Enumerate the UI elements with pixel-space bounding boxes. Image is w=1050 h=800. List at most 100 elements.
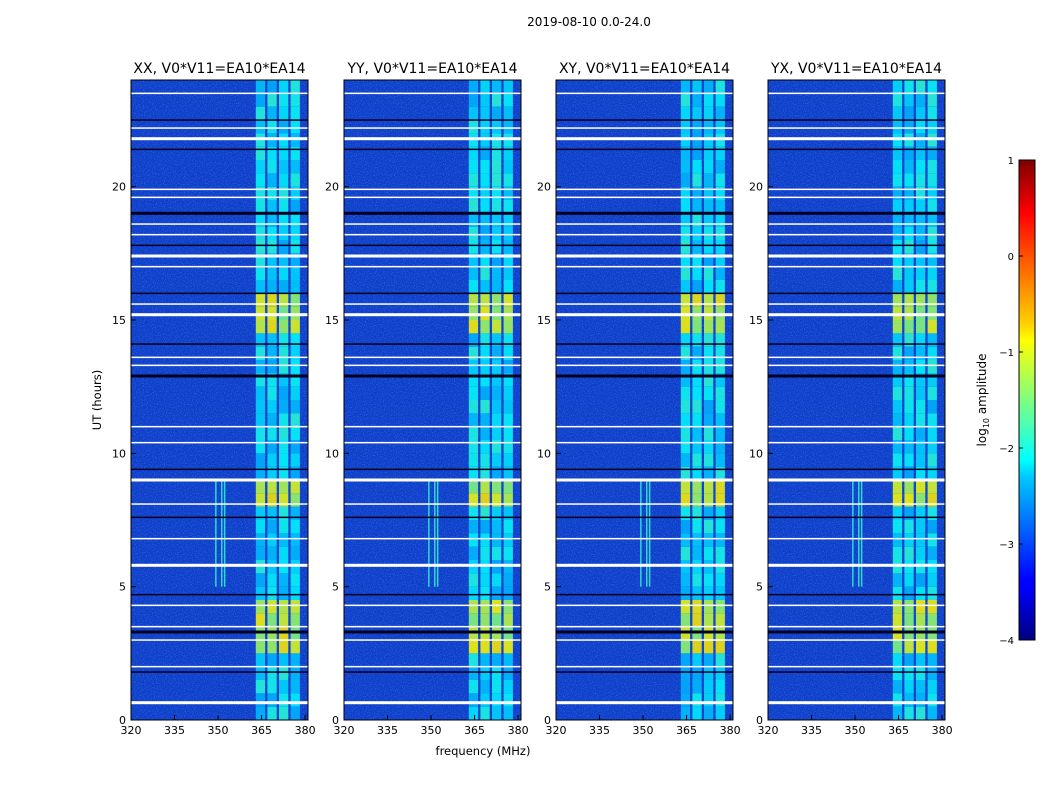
emission-cell — [715, 320, 725, 334]
emission-cell — [290, 120, 300, 134]
emission-cell — [468, 106, 479, 120]
emission-cell — [503, 453, 513, 467]
emission-cell — [692, 533, 702, 547]
emission-cell — [290, 613, 300, 627]
flagged-row — [131, 196, 308, 199]
emission-cell — [892, 706, 903, 720]
flagged-row — [556, 701, 733, 705]
emission-cell — [715, 280, 725, 294]
emission-cell — [480, 520, 490, 534]
emission-cell — [279, 226, 289, 240]
flagged-row — [344, 468, 521, 471]
emission-cell — [904, 520, 914, 534]
emission-cell — [503, 480, 513, 494]
flagged-row — [768, 233, 945, 236]
emission-cell — [892, 106, 903, 120]
emission-cell — [904, 186, 914, 200]
emission-cell — [279, 506, 289, 520]
emission-cell — [904, 266, 914, 280]
flagged-row — [131, 343, 308, 345]
flagged-row — [556, 625, 733, 628]
emission-cell — [927, 333, 937, 347]
emission-cell — [704, 346, 714, 360]
emission-cell — [255, 80, 266, 94]
emission-cell — [468, 240, 479, 254]
emission-cell — [267, 93, 277, 107]
emission-cell — [290, 506, 300, 520]
emission-cell — [904, 400, 914, 414]
y-tick-label: 0 — [756, 714, 763, 727]
emission-cell — [290, 373, 300, 387]
emission-cell — [290, 293, 300, 307]
emission-cell — [468, 293, 479, 307]
emission-cell — [680, 466, 691, 480]
emission-cell — [916, 200, 926, 214]
emission-cell — [267, 666, 277, 680]
emission-cell — [692, 240, 702, 254]
emission-cell — [492, 546, 502, 560]
emission-cell — [267, 653, 277, 667]
emission-cell — [480, 426, 490, 440]
emission-cell — [503, 520, 513, 534]
emission-cell — [492, 706, 502, 720]
emission-cell — [503, 93, 513, 107]
emission-cell — [892, 600, 903, 614]
emission-cell — [916, 106, 926, 120]
emission-cell — [892, 586, 903, 600]
emission-cell — [468, 600, 479, 614]
y-tick-label: 10 — [112, 447, 126, 460]
emission-cell — [503, 546, 513, 560]
emission-cell — [480, 666, 490, 680]
x-tick-label: 380 — [508, 724, 529, 737]
emission-cell — [480, 266, 490, 280]
rfi-spike — [434, 480, 436, 587]
emission-cell — [715, 386, 725, 400]
emission-cell — [892, 346, 903, 360]
emission-cell — [927, 480, 937, 494]
emission-cell — [290, 173, 300, 187]
emission-cell — [503, 80, 513, 94]
flagged-row — [768, 292, 945, 295]
emission-cell — [704, 506, 714, 520]
x-tick-label: 365 — [464, 724, 485, 737]
emission-cell — [680, 613, 691, 627]
emission-cell — [892, 293, 903, 307]
emission-cell — [267, 186, 277, 200]
emission-cell — [290, 360, 300, 374]
colorbar-tick-label: 0 — [1008, 252, 1014, 263]
emission-cell — [279, 600, 289, 614]
emission-cell — [680, 666, 691, 680]
emission-cell — [704, 146, 714, 160]
flagged-row — [556, 671, 733, 673]
emission-cell — [927, 640, 937, 654]
emission-cell — [255, 120, 266, 134]
emission-cell — [916, 706, 926, 720]
emission-cell — [503, 240, 513, 254]
emission-cell — [715, 266, 725, 280]
emission-cell — [715, 373, 725, 387]
flagged-row — [768, 148, 945, 151]
emission-cell — [492, 493, 502, 507]
emission-cell — [680, 346, 691, 360]
emission-cell — [680, 93, 691, 107]
emission-cell — [904, 533, 914, 547]
flagged-row — [768, 604, 945, 607]
emission-cell — [692, 93, 702, 107]
emission-cell — [492, 453, 502, 467]
flagged-row — [344, 233, 521, 236]
flagged-row — [768, 127, 945, 129]
emission-cell — [692, 266, 702, 280]
emission-cell — [904, 426, 914, 440]
emission-cell — [904, 666, 914, 680]
emission-cell — [927, 373, 937, 387]
emission-cell — [715, 706, 725, 720]
emission-cell — [680, 520, 691, 534]
emission-cell — [916, 93, 926, 107]
emission-cell — [715, 426, 725, 440]
emission-cell — [468, 80, 479, 94]
flagged-row — [344, 630, 521, 634]
emission-cell — [267, 266, 277, 280]
flagged-row — [768, 374, 945, 378]
flagged-row — [556, 468, 733, 471]
emission-cell — [480, 400, 490, 414]
